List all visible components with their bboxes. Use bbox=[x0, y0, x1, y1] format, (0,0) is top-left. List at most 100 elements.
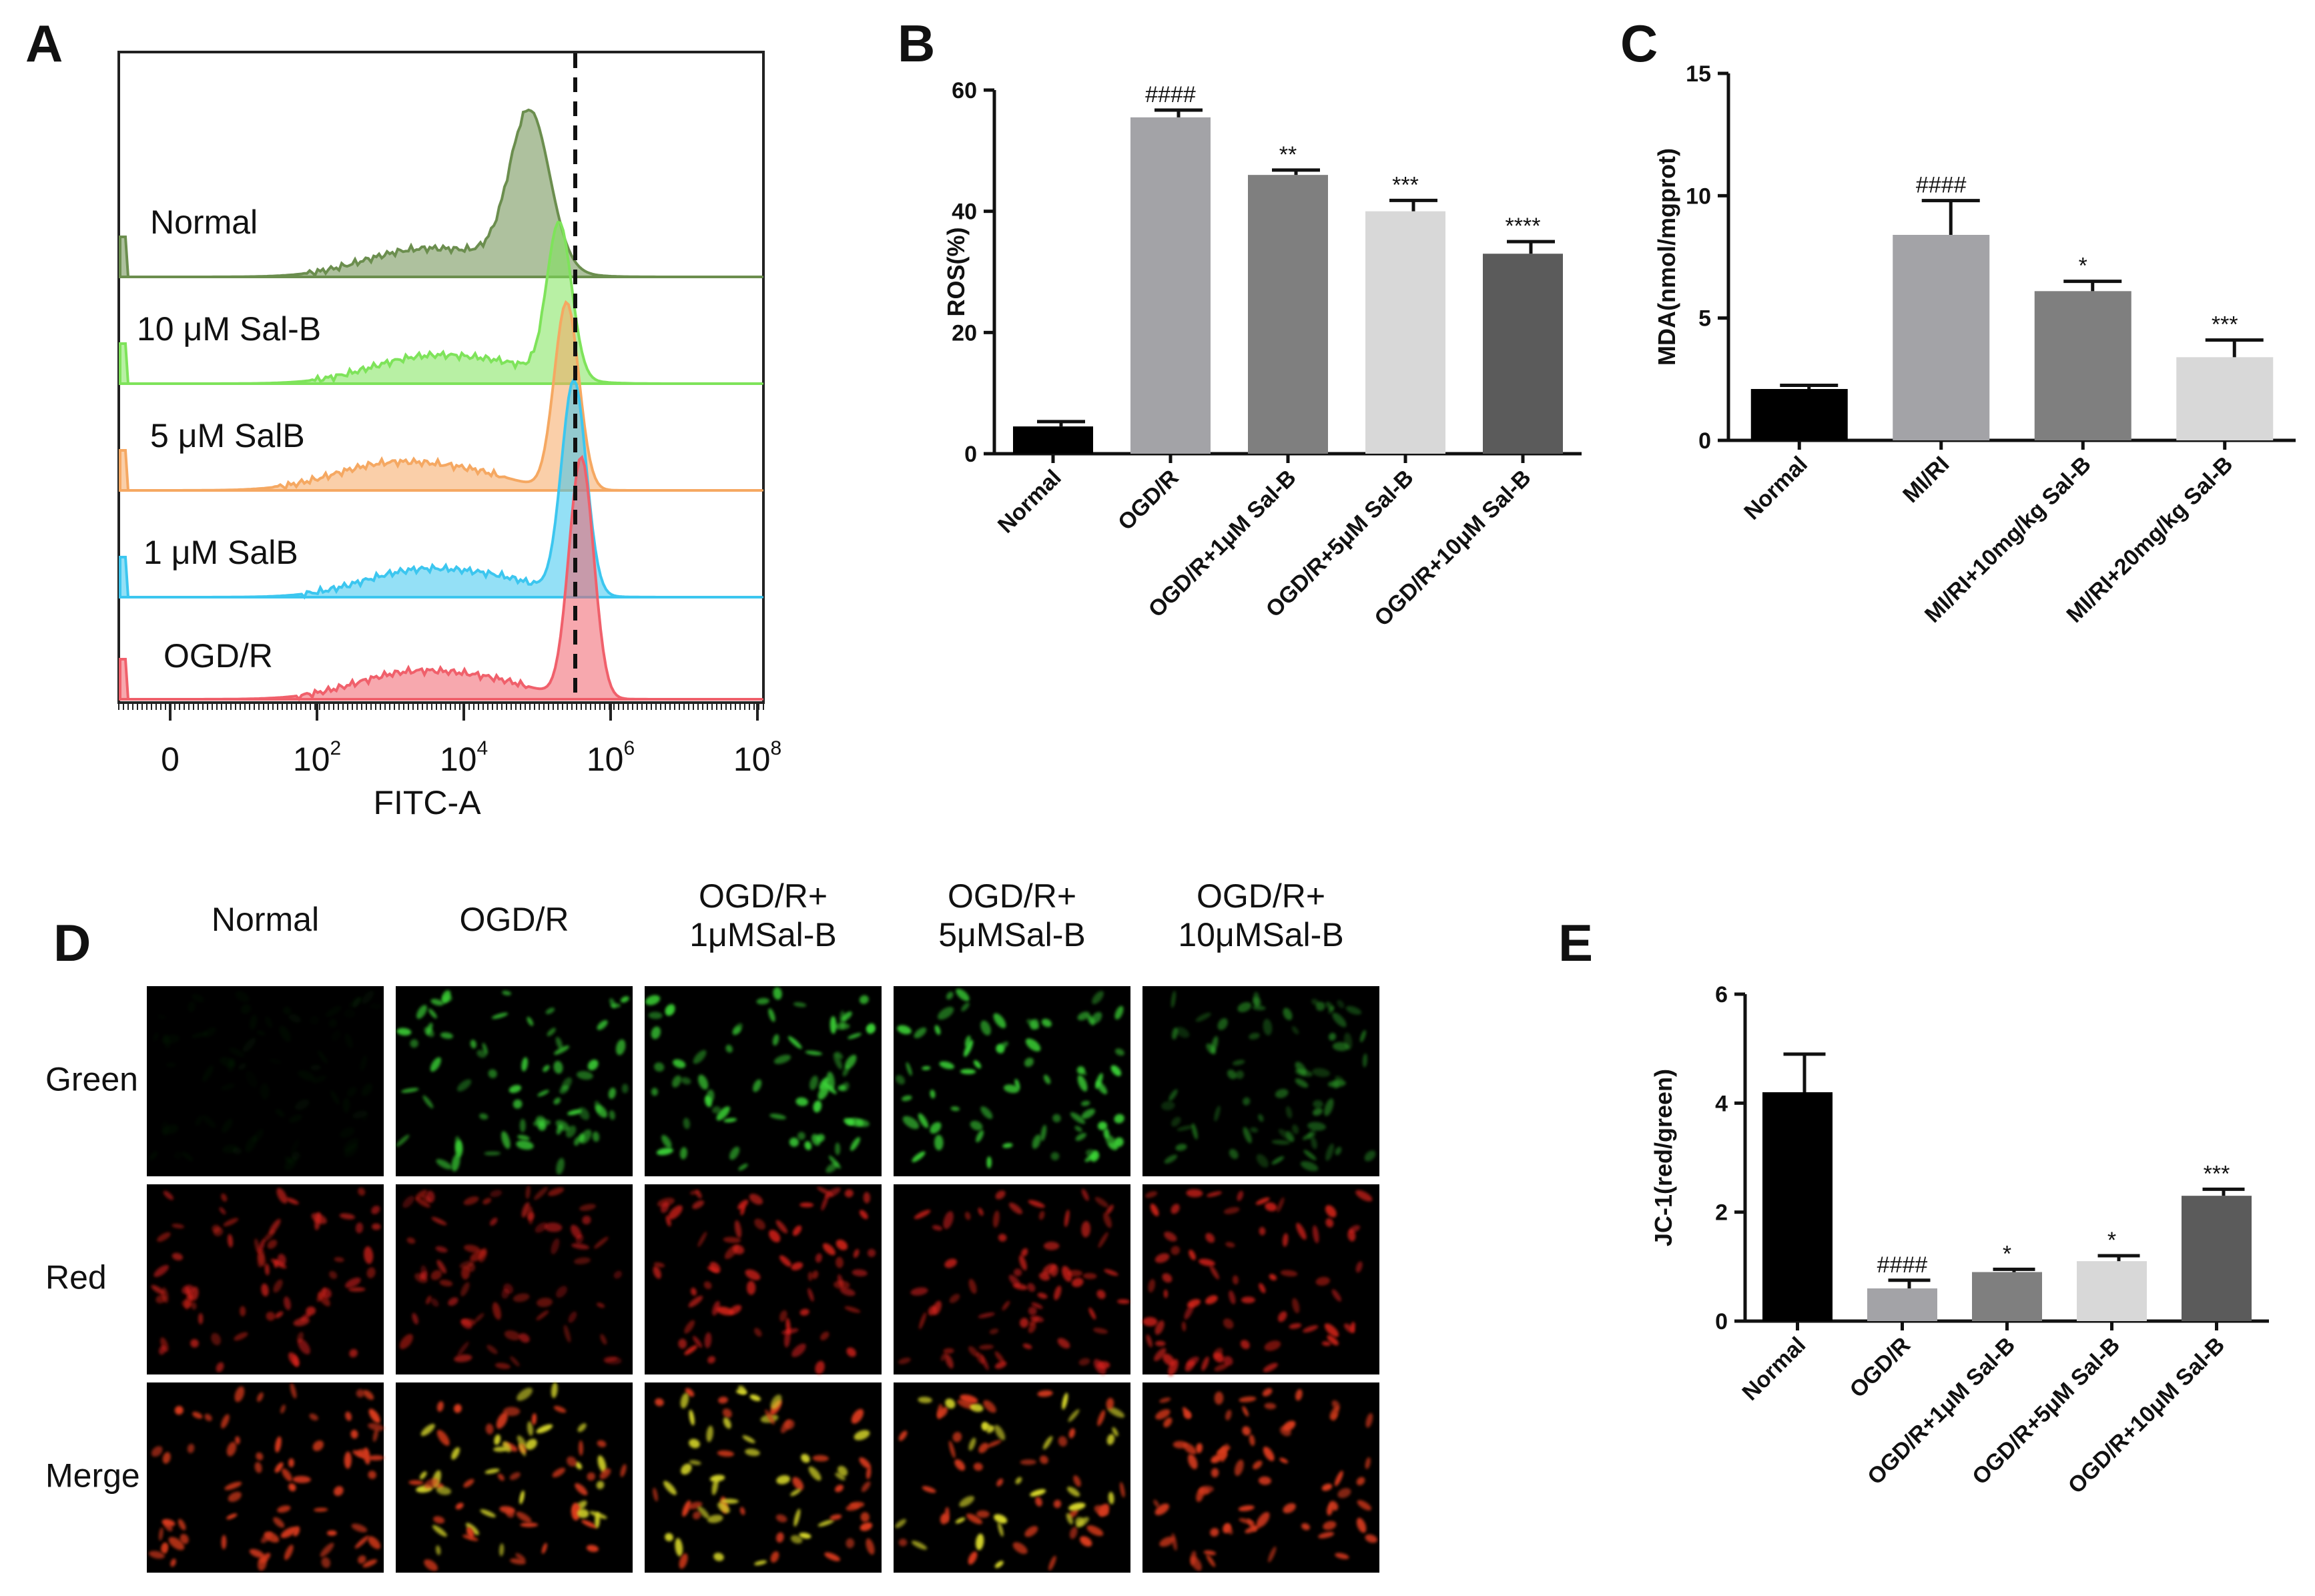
cell-blob bbox=[1161, 1101, 1175, 1111]
cell-blob bbox=[693, 1050, 707, 1064]
cell-blob bbox=[273, 1279, 283, 1293]
cell-blob bbox=[918, 1113, 929, 1128]
cell-blob bbox=[1235, 1070, 1244, 1080]
cell-blob bbox=[1256, 1154, 1269, 1168]
cell-blob bbox=[1255, 1197, 1270, 1205]
cell-blob bbox=[516, 1511, 532, 1523]
cell-blob bbox=[835, 1473, 846, 1481]
cell-blob bbox=[897, 1025, 912, 1035]
micrograph-background bbox=[147, 1184, 384, 1374]
cell-blob bbox=[930, 1122, 942, 1134]
cell-blob bbox=[306, 1306, 316, 1316]
bar bbox=[1972, 1272, 2042, 1321]
cell-blob bbox=[978, 1443, 988, 1453]
cell-blob bbox=[277, 1254, 286, 1266]
cell-blob bbox=[737, 1200, 749, 1210]
histogram-x-label: FITC-A bbox=[373, 784, 481, 821]
cell-blob bbox=[351, 1523, 368, 1533]
cell-blob bbox=[582, 1216, 591, 1225]
cell-blob bbox=[1171, 1116, 1181, 1127]
cell-blob bbox=[1081, 1188, 1089, 1201]
cell-blob bbox=[1356, 1517, 1367, 1533]
cell-blob bbox=[609, 998, 616, 1009]
cell-blob bbox=[1357, 1500, 1371, 1511]
cell-blob bbox=[286, 1198, 299, 1205]
cell-blob bbox=[770, 1394, 782, 1410]
cell-blob bbox=[1069, 1527, 1078, 1539]
cell-blob bbox=[772, 1034, 779, 1046]
cell-blob bbox=[1217, 1018, 1228, 1030]
cell-blob bbox=[555, 1120, 570, 1131]
significance-label: *** bbox=[2212, 312, 2238, 338]
cell-blob bbox=[1145, 1191, 1158, 1198]
cell-blob bbox=[1303, 1150, 1317, 1160]
cell-blob bbox=[1279, 1426, 1291, 1437]
cell-blob bbox=[663, 1481, 677, 1495]
cell-blob bbox=[595, 1512, 600, 1529]
cell-blob bbox=[521, 1057, 529, 1072]
cell-blob bbox=[793, 1002, 807, 1008]
cell-blob bbox=[605, 1357, 618, 1362]
cell-blob bbox=[960, 1069, 976, 1074]
cell-blob bbox=[1335, 1146, 1342, 1156]
cell-blob bbox=[1209, 1265, 1219, 1280]
cell-blob bbox=[502, 1441, 511, 1453]
cell-blob bbox=[675, 1538, 683, 1557]
x-tick-label: Normal bbox=[1737, 1332, 1810, 1406]
cell-blob bbox=[738, 1163, 748, 1171]
cell-blob bbox=[970, 1403, 984, 1413]
cell-blob bbox=[459, 1260, 474, 1269]
cell-blob bbox=[1242, 1406, 1249, 1417]
micrograph-row-label: Merge bbox=[45, 1457, 140, 1495]
cell-blob bbox=[754, 1218, 765, 1230]
cell-blob bbox=[807, 1288, 814, 1302]
cell-blob bbox=[902, 1095, 912, 1102]
cell-blob bbox=[960, 1394, 978, 1404]
micrograph-image bbox=[645, 986, 882, 1176]
cell-blob bbox=[1229, 1148, 1239, 1160]
cell-blob bbox=[1096, 1081, 1108, 1095]
y-tick-label: 2 bbox=[1715, 1200, 1728, 1226]
cell-blob bbox=[844, 1054, 857, 1070]
cell-blob bbox=[223, 1218, 239, 1226]
cell-blob bbox=[898, 1539, 908, 1547]
cell-blob bbox=[1082, 1272, 1097, 1280]
cell-blob bbox=[986, 1425, 995, 1434]
cell-blob bbox=[494, 1434, 501, 1445]
cell-blob bbox=[293, 1526, 300, 1537]
cell-blob bbox=[1223, 1523, 1231, 1533]
cell-blob bbox=[1277, 1197, 1285, 1212]
cell-blob bbox=[946, 991, 954, 1000]
histogram-series-label: Normal bbox=[150, 204, 258, 241]
cell-blob bbox=[202, 1065, 214, 1082]
y-tick-label: 0 bbox=[964, 442, 977, 467]
cell-blob bbox=[274, 1462, 284, 1473]
cell-blob bbox=[1312, 1068, 1331, 1077]
cell-blob bbox=[401, 1088, 419, 1093]
cell-blob bbox=[224, 1481, 242, 1491]
cell-blob bbox=[1075, 1132, 1086, 1141]
cell-blob bbox=[753, 1328, 762, 1337]
flow-histogram-panel: Normal 10 μM Sal-B 5 μM SalB 1 μM SalB OGD/R… bbox=[117, 51, 781, 821]
cell-blob bbox=[161, 1287, 169, 1304]
cell-blob bbox=[1206, 1191, 1223, 1197]
micrograph-background bbox=[147, 986, 384, 1176]
cell-blob bbox=[151, 1284, 165, 1295]
cell-blob bbox=[790, 1489, 801, 1497]
cell-blob bbox=[1092, 1328, 1108, 1334]
y-tick-label: 5 bbox=[1698, 306, 1711, 332]
cell-blob bbox=[463, 1196, 479, 1206]
cell-blob bbox=[402, 1196, 414, 1208]
cell-blob bbox=[1292, 1298, 1300, 1314]
cell-blob bbox=[482, 1198, 492, 1205]
cell-blob bbox=[436, 1260, 446, 1274]
panel-label-c: C bbox=[1620, 14, 1658, 73]
micrograph-background bbox=[894, 1382, 1130, 1573]
cell-blob bbox=[309, 1413, 318, 1421]
cell-blob bbox=[577, 1071, 593, 1080]
cell-blob bbox=[519, 1442, 526, 1457]
cell-blob bbox=[1269, 1274, 1277, 1281]
cell-blob bbox=[943, 1348, 954, 1354]
cell-blob bbox=[284, 1156, 297, 1171]
cell-blob bbox=[1171, 1028, 1178, 1040]
